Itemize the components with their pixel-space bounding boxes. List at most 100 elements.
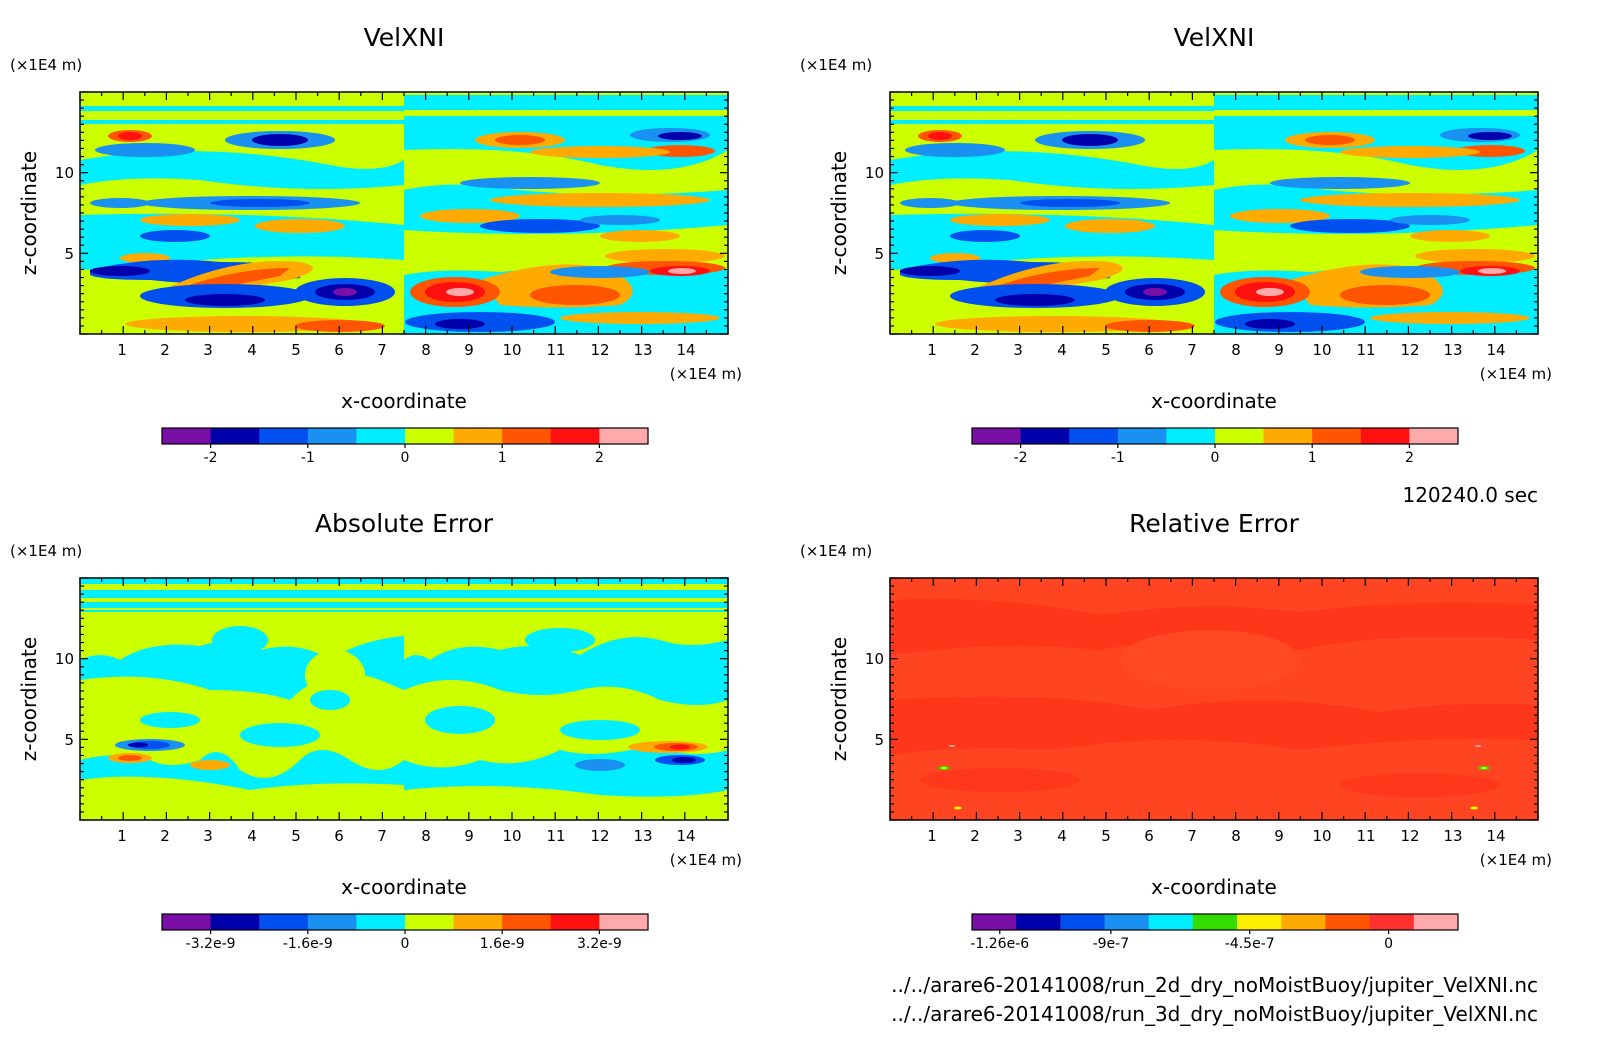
colorbar-tick-label: 0 [401, 936, 410, 952]
colorbar: -1.26e-6 -9e-7 -4.5e-7 0 [970, 913, 1459, 952]
y-unit-label: (×1E4 m) [800, 56, 872, 74]
colorbar-swatch [972, 914, 1017, 930]
x-tick-label: 9 [464, 341, 474, 359]
x-tick-label: 11 [1356, 341, 1375, 359]
colorbar-swatch [550, 914, 600, 930]
colorbar-swatch [1312, 428, 1362, 444]
contour-field [890, 578, 1538, 820]
x-tick-label: 8 [421, 341, 431, 359]
colorbar-tick-label: 0 [401, 450, 410, 466]
colorbar-swatch [1166, 428, 1216, 444]
x-tick-label: 1 [927, 827, 937, 845]
x-tick-label: 5 [291, 827, 301, 845]
file-path-2d: ../../arare6-20141008/run_2d_dry_noMoist… [891, 973, 1538, 997]
colorbar-swatch [1325, 914, 1371, 930]
x-tick-marks [79, 91, 729, 335]
x-tick-label: 14 [1486, 341, 1505, 359]
y-tick-label: 10 [865, 164, 884, 182]
x-tick-label: 2 [970, 827, 980, 845]
colorbar-swatch [1104, 914, 1150, 930]
contour-field [80, 92, 728, 334]
x-tick-marks [889, 91, 1539, 335]
colorbar-swatch [1263, 428, 1313, 444]
colorbar-tick-label: -2 [204, 450, 218, 466]
colorbar-tick-label: 0 [1384, 936, 1393, 952]
x-tick-label: 1 [927, 341, 937, 359]
x-tick-label: 9 [1274, 827, 1284, 845]
colorbar-swatch [1215, 428, 1265, 444]
x-axis-label: x-coordinate [1151, 389, 1277, 413]
x-tick-label: 4 [247, 827, 257, 845]
panel-absolute-error: Absolute Error (×1E4 m) [10, 509, 742, 952]
panel-title: Relative Error [1129, 509, 1299, 538]
x-tick-label: 7 [377, 341, 387, 359]
y-unit-label: (×1E4 m) [800, 542, 872, 560]
colorbar-swatch [1016, 914, 1061, 930]
contour-field [890, 92, 1538, 334]
colorbar-tick-label: -1.26e-6 [970, 936, 1029, 952]
colorbar-swatch [1069, 428, 1119, 444]
x-tick-label: 3 [1013, 827, 1023, 845]
panel-velxni-3d: VelXNI (×1E4 m) [800, 23, 1552, 466]
x-tick-label: 12 [590, 827, 609, 845]
x-tick-label: 10 [502, 341, 521, 359]
x-tick-label: 4 [247, 341, 257, 359]
x-tick-label: 1 [117, 341, 127, 359]
y-axis-label: z-coordinate [17, 637, 41, 761]
colorbar-swatch [356, 914, 406, 930]
x-tick-label: 7 [1187, 341, 1197, 359]
colorbar-swatch [453, 428, 503, 444]
x-tick-label: 11 [1356, 827, 1375, 845]
x-tick-label: 13 [633, 827, 652, 845]
contour-field [80, 578, 728, 820]
x-tick-label: 10 [1312, 827, 1331, 845]
panel-title: VelXNI [364, 23, 445, 52]
panel-title: Absolute Error [315, 509, 494, 538]
colorbar: -2 -1 0 1 2 [971, 427, 1459, 466]
colorbar-swatch [210, 428, 260, 444]
x-tick-label: 6 [334, 341, 344, 359]
x-tick-label: 14 [1486, 827, 1505, 845]
x-tick-label: 13 [1443, 341, 1462, 359]
panel-relative-error: Relative Error (×1E4 m) 1 2 3 4 5 6 [800, 509, 1552, 952]
x-tick-label: 3 [203, 827, 213, 845]
colorbar-swatch [599, 428, 649, 444]
colorbar-frame [971, 913, 1459, 931]
x-tick-label: 8 [421, 827, 431, 845]
x-tick-label: 13 [633, 341, 652, 359]
y-tick-label: 5 [874, 245, 884, 263]
colorbar-swatch [1237, 914, 1282, 930]
x-tick-label: 5 [291, 341, 301, 359]
x-tick-label: 4 [1057, 341, 1067, 359]
y-tick-label: 10 [55, 650, 74, 668]
x-axis-label: x-coordinate [1151, 875, 1277, 899]
colorbar-swatch [405, 428, 455, 444]
x-tick-label: 11 [546, 341, 565, 359]
x-tick-label: 5 [1101, 827, 1111, 845]
file-path-3d: ../../arare6-20141008/run_3d_dry_noMoist… [891, 1002, 1538, 1026]
colorbar-swatch [1281, 914, 1326, 930]
x-tick-label: 9 [1274, 341, 1284, 359]
colorbar: -2 -1 0 1 2 [161, 427, 649, 466]
y-tick-label: 5 [64, 731, 74, 749]
colorbar-tick-label: -1 [301, 450, 315, 466]
colorbar-swatch [453, 914, 503, 930]
colorbar-swatch [502, 428, 552, 444]
x-tick-label: 1 [117, 827, 127, 845]
y-tick-label: 5 [874, 731, 884, 749]
x-tick-label: 5 [1101, 341, 1111, 359]
x-axis-label: x-coordinate [341, 875, 467, 899]
colorbar-swatch [1409, 428, 1459, 444]
colorbar-tick-label: 0 [1211, 450, 1220, 466]
x-tick-label: 9 [464, 827, 474, 845]
colorbar-swatch [550, 428, 600, 444]
x-unit-label: (×1E4 m) [670, 851, 742, 869]
y-axis-label: z-coordinate [827, 151, 851, 275]
colorbar-tick-label: 1 [498, 450, 507, 466]
colorbar-tick-label: -9e-7 [1093, 936, 1130, 952]
colorbar-tick-label: 3.2e-9 [577, 936, 622, 952]
x-tick-label: 4 [1057, 827, 1067, 845]
colorbar-tick-label: -4.5e-7 [1225, 936, 1275, 952]
x-unit-label: (×1E4 m) [670, 365, 742, 383]
colorbar-swatch [1369, 914, 1415, 930]
